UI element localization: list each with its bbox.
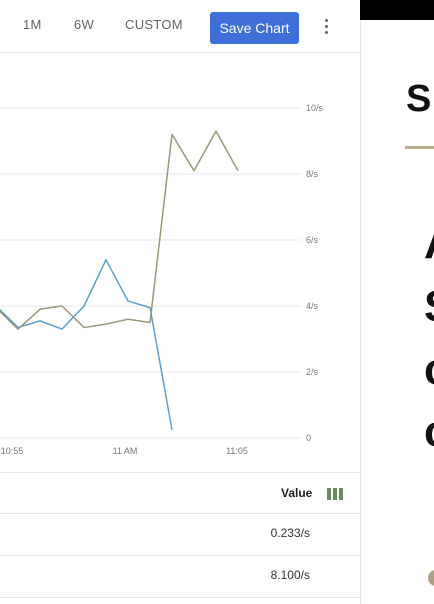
y-tick-label: 6/s [306, 235, 319, 245]
article-top-bar [360, 0, 434, 20]
series-line-1 [0, 259, 173, 430]
save-chart-button[interactable]: Save Chart [210, 12, 299, 44]
y-tick-label: 10/s [306, 103, 324, 113]
series-line-2 [0, 130, 239, 330]
range-1m-button[interactable]: 1M [23, 17, 42, 32]
article-text-line: c [424, 348, 434, 392]
y-tick-label: 8/s [306, 169, 319, 179]
article-heading: S [406, 78, 432, 120]
x-tick-label: 10:55 [1, 446, 24, 456]
chart-panel: 1M 6W CUSTOM Save Chart 0 2/s 4/s 6/s 8/s 10/… [0, 0, 361, 604]
more-options-icon[interactable] [320, 16, 332, 40]
article-text-line: S [424, 285, 434, 329]
y-tick-label: 2/s [306, 367, 319, 377]
article-divider [405, 146, 434, 149]
y-tick-label: 0 [306, 433, 311, 443]
x-tick-label: 11:05 [226, 446, 248, 456]
table-header: Value [0, 472, 360, 514]
range-6w-button[interactable]: 6W [74, 17, 95, 32]
range-custom-button[interactable]: CUSTOM [125, 17, 183, 32]
chart-toolbar: 1M 6W CUSTOM Save Chart [0, 0, 360, 53]
value-column-header: Value [281, 486, 313, 500]
table-row: 8.100/s [0, 555, 360, 598]
line-chart: 0 2/s 4/s 6/s 8/s 10/s 10:55 11 AM 11:05 [0, 103, 324, 456]
article-text-line: c [424, 410, 434, 454]
row-value: 8.100/s [270, 568, 310, 582]
row-value: 0.233/s [270, 526, 310, 540]
y-tick-label: 4/s [306, 301, 319, 311]
table-row: 0.233/s [0, 513, 360, 556]
x-tick-label: 11 AM [113, 446, 138, 456]
avatar [428, 570, 434, 586]
columns-icon[interactable] [327, 488, 343, 500]
article-text-line: A [424, 222, 434, 266]
